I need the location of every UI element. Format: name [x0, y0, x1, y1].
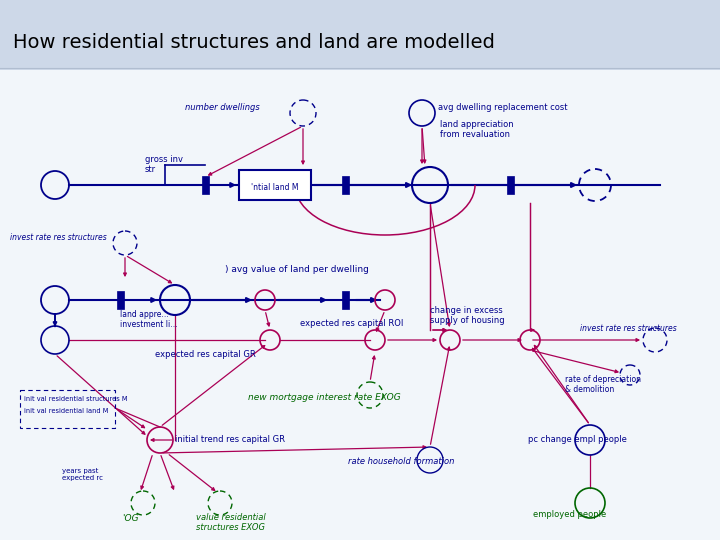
Text: years past
expected rc: years past expected rc [62, 468, 103, 481]
Bar [239, 170, 311, 200]
Text: employed people: employed people [533, 510, 606, 519]
Text: value residential
structures EXOG: value residential structures EXOG [196, 513, 266, 532]
Bar [341, 176, 348, 194]
Text: init val residential structures M: init val residential structures M [24, 396, 127, 402]
Text: gross inv
str: gross inv str [145, 155, 183, 174]
Text: ) avg value of land per dwelling: ) avg value of land per dwelling [225, 266, 369, 274]
Bar [341, 291, 348, 309]
Text: rate household formation: rate household formation [348, 457, 454, 467]
Text: new mortgage interest rate EXOG: new mortgage interest rate EXOG [248, 394, 401, 402]
Text: rate of depreciation
& demolition: rate of depreciation & demolition [565, 375, 641, 394]
Text: init val residential land M: init val residential land M [24, 408, 109, 414]
Text: avg dwelling replacement cost: avg dwelling replacement cost [438, 104, 567, 112]
Text: invest rate res structures: invest rate res structures [580, 324, 677, 333]
Bar [117, 291, 124, 309]
Text: invest rate res structures: invest rate res structures [10, 233, 107, 242]
Text: initial trend res capital GR: initial trend res capital GR [175, 435, 285, 444]
Bar [20, 390, 115, 428]
Bar [202, 176, 209, 194]
Text: expected res capital ROI: expected res capital ROI [300, 319, 403, 328]
Text: expected res capital GR: expected res capital GR [155, 350, 256, 359]
Bar [0, 0, 720, 70]
Text: How residential structures and land are modelled: How residential structures and land are … [13, 32, 495, 51]
Text: change in excess
supply of housing: change in excess supply of housing [430, 306, 505, 325]
Text: 'ntial land M: 'ntial land M [251, 184, 299, 192]
Text: number dwellings: number dwellings [185, 104, 260, 112]
Bar [0, 70, 720, 540]
Text: land appreciation
from revaluation: land appreciation from revaluation [440, 120, 513, 139]
Bar [506, 176, 513, 194]
Text: land appre…
investment li…: land appre… investment li… [120, 310, 178, 329]
Text: pc change empl people: pc change empl people [528, 435, 627, 444]
Text: 'OG: 'OG [122, 514, 139, 523]
